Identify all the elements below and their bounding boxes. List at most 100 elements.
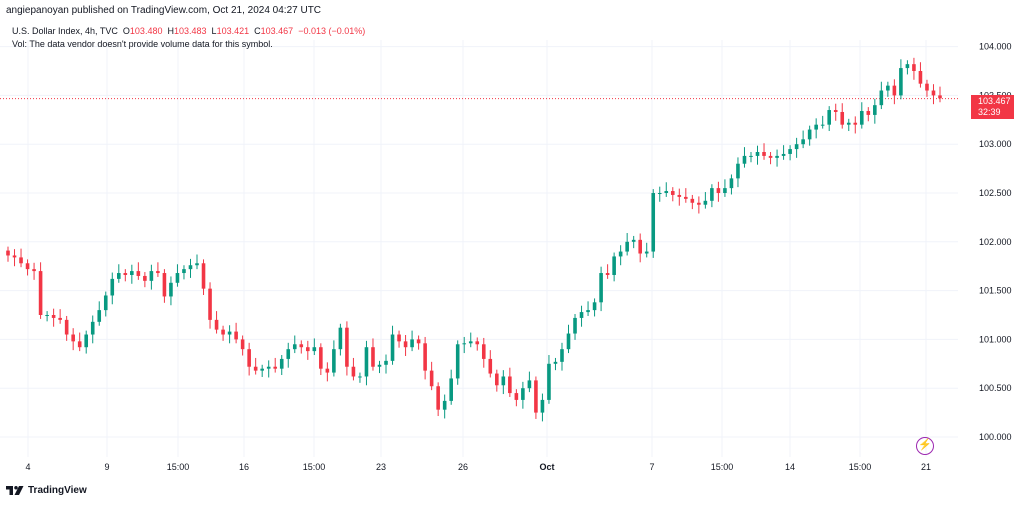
candle-body bbox=[827, 110, 832, 125]
y-tick-label: 101.000 bbox=[979, 334, 1012, 344]
candle-body bbox=[918, 71, 923, 84]
candle-body bbox=[195, 263, 199, 266]
x-tick-label: 15:00 bbox=[303, 462, 326, 472]
candle-body bbox=[384, 360, 388, 365]
publisher-line: angiepanoyan published on TradingView.co… bbox=[6, 5, 322, 16]
y-tick-label: 104.000 bbox=[979, 42, 1012, 52]
candle-body bbox=[292, 344, 297, 350]
y-tick-label: 102.000 bbox=[979, 237, 1012, 247]
x-tick-label: 15:00 bbox=[167, 462, 190, 472]
last-price-value: 103.467 bbox=[978, 96, 1011, 106]
candle-body bbox=[488, 358, 493, 374]
candle-body bbox=[814, 124, 818, 130]
volume-note: Vol: The data vendor doesn't provide vol… bbox=[12, 39, 273, 49]
y-tick-label: 103.000 bbox=[979, 139, 1012, 149]
candle-body bbox=[32, 269, 36, 272]
candle-body bbox=[631, 239, 636, 242]
candle-body bbox=[51, 315, 56, 318]
candle-body bbox=[866, 111, 871, 115]
candle-body bbox=[840, 111, 845, 125]
candle-body bbox=[169, 282, 173, 297]
low-value: 103.421 bbox=[216, 26, 250, 36]
candle-body bbox=[416, 339, 421, 344]
candle-body bbox=[618, 251, 623, 257]
candle-body bbox=[364, 347, 369, 377]
candle-body bbox=[553, 361, 558, 364]
tradingview-logo-icon bbox=[6, 486, 24, 495]
candle-body bbox=[201, 263, 206, 289]
candle-body bbox=[547, 363, 551, 400]
high-label: H bbox=[167, 26, 174, 36]
candle-body bbox=[77, 341, 82, 348]
candle-body bbox=[442, 400, 447, 410]
candle-body bbox=[560, 349, 564, 362]
candle-body bbox=[684, 196, 688, 199]
candle-body bbox=[103, 295, 108, 311]
y-tick-label: 101.500 bbox=[979, 286, 1012, 296]
candle-body bbox=[214, 319, 219, 330]
symbol-label: U.S. Dollar Index, 4h, TVC bbox=[12, 26, 118, 36]
candle-body bbox=[403, 341, 408, 348]
x-tick-label: Oct bbox=[539, 462, 554, 472]
candle-body bbox=[807, 129, 812, 140]
open-value: 103.480 bbox=[129, 26, 163, 36]
candle-body bbox=[188, 265, 193, 270]
candle-body bbox=[644, 251, 649, 254]
x-tick-label: 16 bbox=[239, 462, 249, 472]
candle-body bbox=[716, 188, 721, 193]
x-tick-label: 14 bbox=[785, 462, 795, 472]
candle-body bbox=[377, 364, 382, 367]
candle-body bbox=[436, 386, 440, 410]
candle-body bbox=[605, 273, 610, 275]
candle-body bbox=[690, 198, 695, 203]
candle-body bbox=[299, 344, 304, 348]
candle-body bbox=[664, 191, 669, 193]
candle-body bbox=[788, 149, 792, 154]
candle-body bbox=[25, 263, 30, 270]
candle-body bbox=[410, 339, 414, 348]
candle-body bbox=[332, 349, 336, 373]
candle-body bbox=[579, 312, 584, 318]
candle-body bbox=[358, 376, 362, 378]
candle-body bbox=[45, 315, 49, 316]
y-tick-label: 100.500 bbox=[979, 383, 1012, 393]
candle-body bbox=[566, 333, 571, 350]
candle-body bbox=[749, 155, 753, 157]
candle-body bbox=[423, 343, 427, 371]
open-label: O bbox=[122, 26, 130, 36]
candle-body bbox=[234, 331, 238, 340]
candle-body bbox=[768, 155, 773, 158]
candle-body bbox=[670, 191, 675, 195]
x-tick-label: 23 bbox=[376, 462, 386, 472]
candle-body bbox=[762, 152, 766, 156]
candle-body bbox=[697, 202, 701, 205]
brand-name: TradingView bbox=[28, 484, 87, 496]
candle-body bbox=[521, 388, 525, 400]
candle-body bbox=[449, 378, 453, 401]
lightning-icon[interactable]: ⚡ bbox=[916, 437, 934, 455]
x-tick-label: 9 bbox=[104, 462, 109, 472]
candle-body bbox=[736, 163, 740, 179]
candle-body bbox=[38, 271, 43, 315]
candle-body bbox=[651, 193, 656, 252]
tradingview-footer[interactable]: TradingView bbox=[6, 484, 87, 496]
candle-body bbox=[501, 376, 506, 386]
candle-body bbox=[775, 155, 779, 158]
candle-body bbox=[221, 329, 225, 335]
candle-body bbox=[162, 273, 167, 297]
candle-body bbox=[912, 64, 916, 71]
candle-body bbox=[149, 271, 154, 281]
candle-body bbox=[781, 153, 786, 156]
low-label: L bbox=[211, 26, 217, 36]
candle-body bbox=[938, 95, 942, 99]
candle-body bbox=[899, 68, 903, 96]
candle-body bbox=[319, 347, 323, 369]
candle-body bbox=[19, 257, 23, 264]
candle-body bbox=[429, 370, 434, 387]
candle-body bbox=[390, 334, 395, 361]
candle-body bbox=[931, 90, 936, 96]
candle-body bbox=[279, 358, 284, 369]
candle-body bbox=[286, 349, 291, 359]
